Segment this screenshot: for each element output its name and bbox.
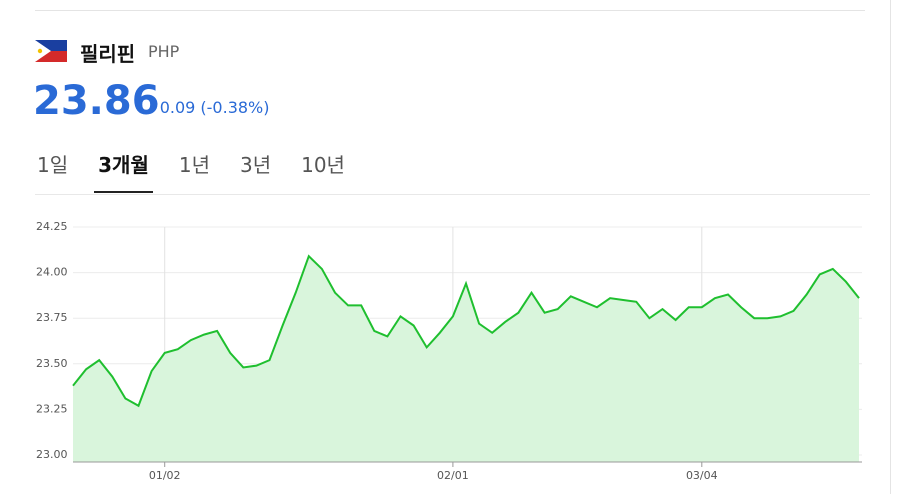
y-tick-label: 23.75	[36, 311, 68, 324]
x-tick-label: 01/02	[149, 469, 181, 482]
top-border	[35, 10, 865, 11]
right-border	[890, 0, 891, 494]
area-fill	[73, 256, 859, 462]
y-tick-label: 24.00	[36, 266, 68, 279]
change-text: 0.09 (-0.38%)	[159, 98, 270, 117]
tab[interactable]: 1일	[37, 153, 69, 177]
tab[interactable]: 10년	[301, 153, 345, 177]
tabs: 1일 3개월 1년 3년 10년	[33, 150, 349, 193]
tab-divider	[35, 194, 870, 195]
price: 23.86	[33, 78, 160, 124]
tab[interactable]: 3년	[239, 153, 272, 177]
y-tick-label: 23.50	[36, 357, 68, 370]
change: ▼ 0.09 (-0.38%)	[150, 98, 270, 117]
y-tick-label: 24.25	[36, 220, 68, 233]
flag	[35, 40, 67, 62]
down-arrow: ▼	[150, 102, 158, 113]
x-tick-label: 02/01	[437, 469, 469, 482]
country-name: 필리핀	[80, 42, 136, 66]
tab[interactable]: 3개월	[94, 150, 153, 193]
y-tick-label: 23.00	[36, 448, 68, 461]
tab[interactable]: 1년	[178, 153, 210, 177]
y-tick-label: 23.25	[36, 402, 68, 415]
price-line	[72, 254, 860, 408]
currency-code: PHP	[148, 42, 180, 61]
chart: 23.00 23.25 23.50 23.75 24.00 24.25 01/02 02/01…	[36, 220, 862, 482]
x-tick-label: 03/04	[686, 469, 718, 482]
